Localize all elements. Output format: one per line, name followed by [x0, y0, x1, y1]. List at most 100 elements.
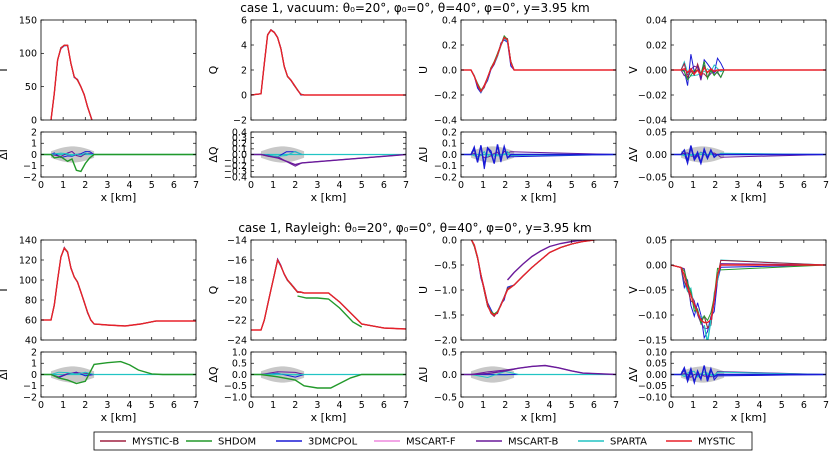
y-axis-label: ΔV [627, 367, 640, 383]
x-tick-label: 6 [591, 180, 597, 191]
x-axis-label: x [km] [731, 191, 767, 204]
y-tick-label: −0.10 [638, 392, 667, 403]
x-tick-label: 7 [613, 180, 619, 191]
series-sparta [470, 240, 597, 317]
plot-area-ray-dV [671, 365, 826, 386]
y-axis-label: ΔU [417, 367, 430, 383]
series-mscart-b [470, 240, 597, 316]
panel-ray-Q: −24 −22 −20 −18 −16 −14 Q [207, 235, 407, 346]
rayleigh-title: case 1, Rayleigh: θ₀=20°, φ₀=0°, θ=40°, … [238, 221, 591, 235]
x-tick-label: 6 [381, 400, 387, 411]
series-shdom [461, 34, 616, 91]
plot-area-vac-U [461, 34, 616, 94]
series-mscart-b [251, 257, 406, 331]
series-mscart-b [41, 150, 196, 158]
panel-vac-dV: 0 1 2 3 4 5 6 7 −0.05 0.00 0.05 ΔV x [km] [627, 127, 829, 204]
y-tick-label: 0.5 [442, 347, 457, 358]
series-shdom [41, 360, 196, 385]
y-tick-label: 0.00 [646, 260, 667, 271]
x-tick-label: 5 [149, 180, 155, 191]
x-tick-label: 5 [359, 400, 365, 411]
series-mscart-b [50, 44, 93, 120]
y-axis-label: Q [207, 65, 220, 74]
y-tick-label: 0.4 [232, 127, 247, 138]
panel-ray-dV: 0 1 2 3 4 5 6 7 −0.10−0.050.000.050.10 ΔV x [km] [627, 347, 829, 424]
legend-item-mystic: MYSTIC [666, 437, 735, 448]
x-tick-label: 4 [337, 400, 343, 411]
series-3dmcpol [671, 145, 826, 166]
y-tick-label: 80 [25, 295, 37, 306]
series-3dmcpol [461, 143, 616, 166]
series-sparta [251, 258, 406, 331]
x-tick-label: 1 [270, 400, 276, 411]
vacuum-title: case 1, vacuum: θ₀=20°, φ₀=0°, θ=40°, φ=… [240, 1, 589, 15]
x-tick-label: 6 [591, 400, 597, 411]
y-tick-label: 0.5 [232, 359, 247, 370]
x-tick-label: 1 [480, 180, 486, 191]
y-axis-label: ΔQ [207, 146, 220, 163]
series-sparta [703, 319, 712, 340]
series-shdom [671, 61, 826, 81]
series-mscart-b [41, 247, 196, 327]
x-tick-label: 0 [38, 400, 44, 411]
legend: MYSTIC-B SHDOM 3DMCPOL MSCART-F MSCART-B SPAR… [93, 431, 753, 451]
series-mystic-b [461, 36, 616, 93]
x-tick-label: 7 [823, 180, 829, 191]
y-tick-label: −1.0 [224, 392, 247, 403]
plot-area-vac-I [50, 44, 93, 120]
plot-area-ray-dU [461, 364, 616, 383]
panel-vac-dQ: 0 1 2 3 4 5 6 7 −0.4−0.3−0.2−0.10.00.10.20.30.4 Δ… [207, 127, 409, 204]
series-shdom [41, 153, 196, 173]
y-tick-label: −0.05 [638, 381, 667, 392]
series-mystic-b [50, 44, 93, 120]
axes-frame [40, 239, 197, 341]
y-axis-label: ΔU [417, 147, 430, 163]
legend-label: MSCART-B [508, 437, 558, 448]
series-mystic [461, 36, 616, 93]
x-tick-label: 5 [569, 180, 575, 191]
y-tick-label: −0.1 [224, 155, 247, 166]
y-axis-label: U [417, 66, 430, 74]
y-axis-label: ΔI [0, 369, 10, 380]
y-tick-label: 1.0 [232, 347, 247, 358]
x-tick-label: 5 [779, 400, 785, 411]
series-mystic [671, 264, 826, 324]
y-tick-label: 0.4 [442, 15, 457, 26]
x-tick-label: 0 [668, 400, 674, 411]
series-mscart-b [251, 28, 406, 96]
series-sparta [41, 247, 196, 327]
y-tick-label: −0.1 [434, 161, 457, 172]
y-tick-label: 1 [31, 359, 37, 370]
y-tick-label: −0.10 [638, 310, 667, 321]
y-tick-label: 6 [241, 15, 247, 26]
y-tick-label: −0.4 [434, 115, 457, 126]
plot-area-vac-dQ [251, 146, 406, 167]
x-tick-label: 7 [403, 400, 409, 411]
y-tick-label: 0 [31, 150, 37, 161]
y-tick-label: −1 [23, 381, 37, 392]
x-axis-label: x [km] [521, 411, 557, 424]
series-mystic-b [251, 29, 406, 96]
series-sparta [251, 29, 406, 96]
series-sparta [41, 371, 196, 375]
y-tick-label: 0.2 [232, 139, 247, 150]
x-tick-label: 3 [104, 400, 110, 411]
series-shdom [251, 258, 406, 331]
plot-area-vac-dV [671, 145, 826, 166]
series-mscart-b [506, 240, 591, 281]
x-tick-label: 4 [337, 180, 343, 191]
x-tick-label: 1 [60, 180, 66, 191]
series-3dmcpol [50, 44, 93, 120]
x-axis-label: x [km] [731, 411, 767, 424]
x-tick-label: 0 [248, 180, 254, 191]
x-tick-label: 3 [734, 180, 740, 191]
axes-frame [250, 239, 407, 341]
series-mystic [671, 66, 826, 77]
axes-frame [670, 239, 827, 341]
y-tick-label: 50 [25, 82, 37, 93]
x-tick-label: 3 [524, 400, 530, 411]
y-tick-label: −0.5 [224, 381, 247, 392]
y-tick-label: −0.3 [224, 167, 247, 178]
x-tick-label: 4 [757, 400, 763, 411]
x-tick-label: 2 [82, 180, 88, 191]
